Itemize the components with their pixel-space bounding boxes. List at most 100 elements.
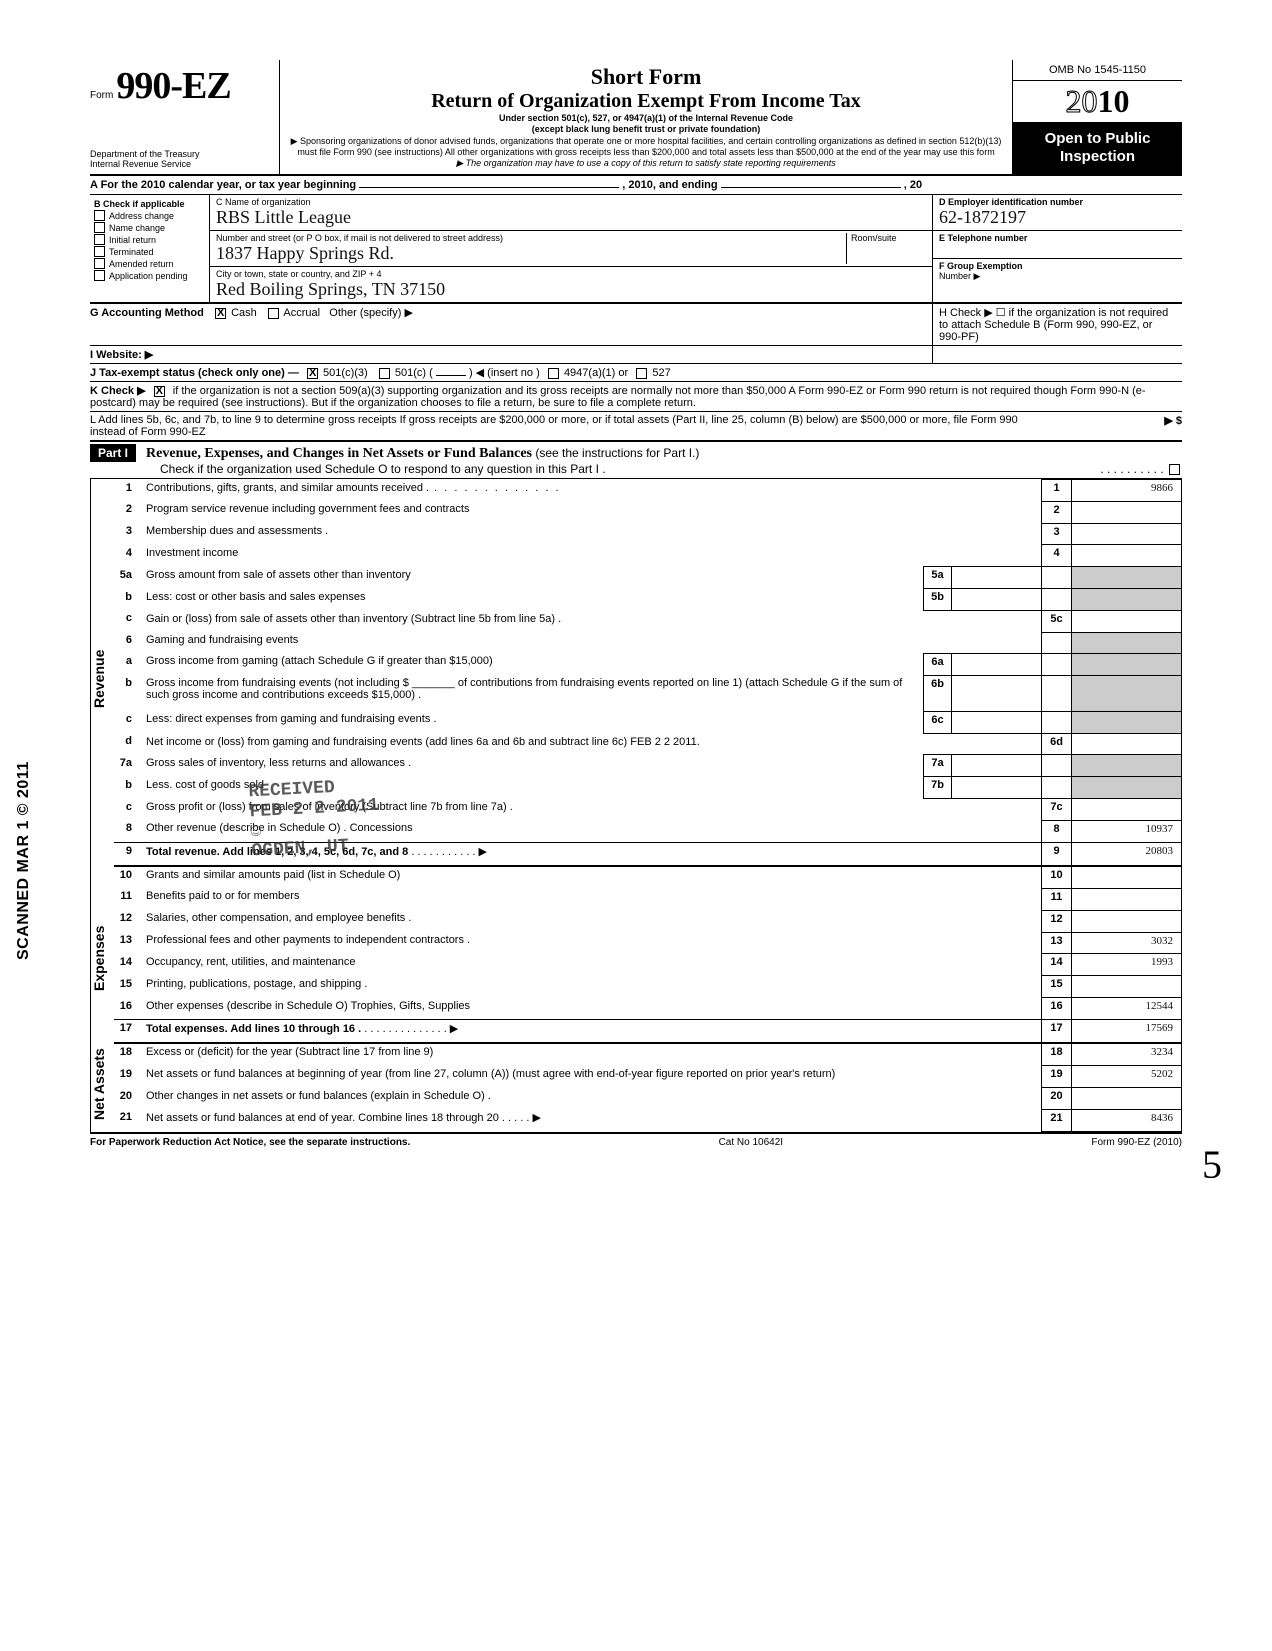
row-a-mid: , 2010, and ending [622,179,717,191]
org-city: Red Boiling Springs, TN 37150 [216,279,926,300]
org-name: RBS Little League [216,207,926,228]
b-head: B Check if applicable [94,199,205,209]
row-a-suffix: , 20 [904,179,922,191]
dept-block: Department of the Treasury Internal Reve… [90,150,273,170]
b-item-0: Address change [94,210,205,221]
line-5a: 5aGross amount from sale of assets other… [114,567,1182,589]
omb-number: OMB No 1545-1150 [1013,60,1182,81]
form-header: Form 990-EZ Department of the Treasury I… [90,60,1182,176]
line-17: 17Total expenses. Add lines 10 through 1… [114,1019,1182,1043]
form-number: 990-EZ [116,65,230,107]
j-label: J Tax-exempt status (check only one) — [90,367,299,379]
block-bcdef: B Check if applicable Address change Nam… [90,195,1182,304]
checkbox-accrual[interactable] [268,308,279,319]
line-11: 11Benefits paid to or for members11 [114,888,1182,910]
checkbox-terminated[interactable] [94,246,105,257]
subtitle-3: ▶ Sponsoring organizations of donor advi… [288,136,1004,159]
line-6: 6Gaming and fundraising events [114,632,1182,653]
l-arrow: ▶ $ [1042,414,1182,438]
row-a: A For the 2010 calendar year, or tax yea… [90,176,1182,195]
row-j: J Tax-exempt status (check only one) — 5… [90,364,1182,382]
header-left: Form 990-EZ Department of the Treasury I… [90,60,280,174]
footer-left: For Paperwork Reduction Act Notice, see … [90,1137,410,1148]
header-mid: Short Form Return of Organization Exempt… [280,60,1012,174]
line-10: 10Grants and similar amounts paid (list … [114,866,1182,888]
checkbox-address-change[interactable] [94,210,105,221]
f-label2: Number ▶ [939,271,1176,282]
h-row: H Check ▶ ☐ if the organization is not r… [932,304,1182,345]
checkbox-app-pending[interactable] [94,270,105,281]
checkbox-part1-scho[interactable] [1169,464,1180,475]
e-row: E Telephone number [933,231,1182,259]
col-b: B Check if applicable Address change Nam… [90,195,210,302]
b-item-3: Terminated [94,246,205,257]
col-c: C Name of organization RBS Little League… [210,195,932,302]
checkbox-cash[interactable] [215,308,226,319]
f-label: F Group Exemption [939,261,1176,271]
checkbox-527[interactable] [636,368,647,379]
checkbox-name-change[interactable] [94,222,105,233]
line-6b: bGross income from fundraising events (n… [114,675,1182,711]
year-bold: 10 [1098,83,1130,119]
form-prefix: Form [90,90,113,101]
form-990ez-page: SCANNED MAR 1 © 2011 Form 990-EZ Departm… [90,60,1182,1148]
footer-mid: Cat No 10642I [719,1137,784,1148]
col-def: D Employer identification number 62-1872… [932,195,1182,302]
line-5b: bLess: cost or other basis and sales exp… [114,589,1182,611]
c-name-row: C Name of organization RBS Little League [210,195,932,231]
checkbox-4947[interactable] [548,368,559,379]
line-6c: cLess: direct expenses from gaming and f… [114,711,1182,733]
i-label: I Website: ▶ [90,349,153,361]
b-item-2: Initial return [94,234,205,245]
d-label: D Employer identification number [939,197,1176,207]
line-7a: 7aGross sales of inventory, less returns… [114,755,1182,777]
checkbox-amended[interactable] [94,258,105,269]
subtitle-2: (except black lung benefit trust or priv… [288,124,1004,135]
section-expenses: Expenses [90,879,114,1037]
open-line1: Open to Public [1017,130,1178,148]
b-item-5: Application pending [94,270,205,281]
d-row: D Employer identification number 62-1872… [933,195,1182,231]
part1-header: Part I Revenue, Expenses, and Changes in… [90,442,1182,479]
checkbox-initial-return[interactable] [94,234,105,245]
e-label: E Telephone number [939,233,1176,243]
k-text: if the organization is not a section 509… [90,385,1146,409]
g-label: G Accounting Method [90,307,204,319]
row-a-blank2[interactable] [721,187,901,188]
room-label: Room/suite [851,233,926,243]
c-city-label: City or town, state or country, and ZIP … [216,269,926,279]
j-insert[interactable] [436,375,466,376]
row-i: I Website: ▶ [90,346,1182,364]
part1-label: Part I [90,444,136,462]
line-4: 4Investment income4 [114,545,1182,567]
row-l: L Add lines 5b, 6c, and 7b, to line 9 to… [90,412,1182,442]
title-return: Return of Organization Exempt From Incom… [288,90,1004,113]
f-row: F Group Exemption Number ▶ [933,259,1182,287]
c-name-label: C Name of organization [216,197,926,207]
c-city-row: City or town, state or country, and ZIP … [210,267,932,302]
part1-title: Revenue, Expenses, and Changes in Net As… [146,446,532,461]
checkbox-k[interactable] [154,386,165,397]
line-6d: dNet income or (loss) from gaming and fu… [114,733,1182,755]
line-15: 15Printing, publications, postage, and s… [114,976,1182,998]
part1-sub: (see the instructions for Part I.) [535,446,699,460]
checkbox-501c[interactable] [379,368,390,379]
page-number-handwritten: 5 [1202,1141,1222,1188]
b-item-4: Amended return [94,258,205,269]
line-13: 13Professional fees and other payments t… [114,932,1182,954]
line-21: 21Net assets or fund balances at end of … [114,1109,1182,1131]
footer: For Paperwork Reduction Act Notice, see … [90,1132,1182,1148]
subtitle-4: ▶ The organization may have to use a cop… [288,158,1004,169]
c-street-row: Number and street (or P O box, if mail i… [210,231,932,267]
tax-year: 2010 [1013,81,1182,122]
line-20: 20Other changes in net assets or fund ba… [114,1088,1182,1110]
row-k: K Check ▶ if the organization is not a s… [90,382,1182,412]
row-a-blank1[interactable] [359,187,619,188]
line-18: 18Excess or (deficit) for the year (Subt… [114,1043,1182,1065]
line-19: 19Net assets or fund balances at beginni… [114,1066,1182,1088]
l-text: L Add lines 5b, 6c, and 7b, to line 9 to… [90,414,1042,438]
footer-right: Form 990-EZ (2010) [1091,1137,1182,1148]
line-2: 2Program service revenue including gover… [114,501,1182,523]
checkbox-501c3[interactable] [307,368,318,379]
row-gh: G Accounting Method Cash Accrual Other (… [90,304,1182,346]
